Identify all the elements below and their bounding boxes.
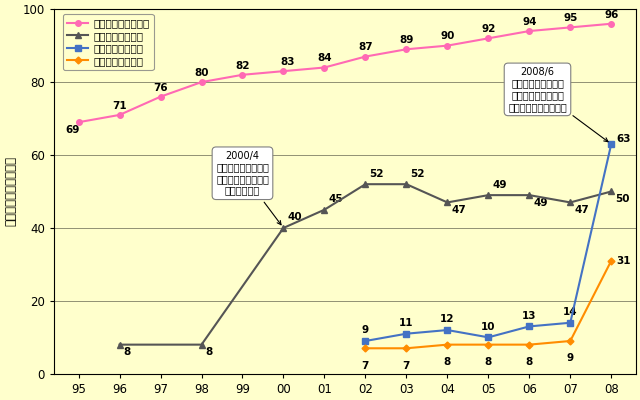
Text: 11: 11 bbox=[399, 318, 413, 328]
Text: 12: 12 bbox=[440, 314, 454, 324]
Text: 94: 94 bbox=[522, 17, 536, 27]
Text: 83: 83 bbox=[280, 57, 295, 67]
Text: 47: 47 bbox=[451, 205, 467, 215]
Text: 9: 9 bbox=[362, 326, 369, 336]
Text: 76: 76 bbox=[153, 82, 168, 92]
Text: 8: 8 bbox=[124, 347, 131, 357]
Text: 45: 45 bbox=[328, 194, 343, 204]
Text: 95: 95 bbox=[563, 13, 577, 23]
Y-axis label: 着用率・使用率（％）: 着用率・使用率（％） bbox=[4, 156, 17, 226]
Text: 10: 10 bbox=[481, 322, 495, 332]
Text: 8: 8 bbox=[525, 357, 533, 367]
Legend: 運転席（一般道路）, チャイルドシート, 後席（高速道路）, 後席（一般道路）: 運転席（一般道路）, チャイルドシート, 後席（高速道路）, 後席（一般道路） bbox=[63, 14, 154, 70]
Text: 63: 63 bbox=[617, 134, 631, 144]
Text: 71: 71 bbox=[112, 101, 127, 111]
Text: 31: 31 bbox=[617, 256, 631, 266]
Text: 80: 80 bbox=[195, 68, 209, 78]
Text: 7: 7 bbox=[362, 361, 369, 371]
Text: 69: 69 bbox=[66, 125, 80, 135]
Text: 50: 50 bbox=[616, 194, 630, 204]
Text: 40: 40 bbox=[287, 212, 302, 222]
Text: 8: 8 bbox=[484, 357, 492, 367]
Text: 2000/4
チャイルドシート使
用義務化（違反行為
に点数付加）: 2000/4 チャイルドシート使 用義務化（違反行為 に点数付加） bbox=[216, 151, 281, 225]
Text: 82: 82 bbox=[236, 61, 250, 71]
Text: 89: 89 bbox=[399, 35, 413, 45]
Text: 7: 7 bbox=[403, 361, 410, 371]
Text: 9: 9 bbox=[566, 354, 574, 364]
Text: 52: 52 bbox=[410, 169, 425, 179]
Text: 2008/6
後席ベルト使用義務
化（違反行為に点数
付加、高速道路のみ）: 2008/6 後席ベルト使用義務 化（違反行為に点数 付加、高速道路のみ） bbox=[508, 67, 608, 142]
Text: 8: 8 bbox=[444, 357, 451, 367]
Text: 96: 96 bbox=[604, 10, 618, 20]
Text: 14: 14 bbox=[563, 307, 577, 317]
Text: 8: 8 bbox=[205, 347, 213, 357]
Text: 13: 13 bbox=[522, 311, 536, 321]
Text: 52: 52 bbox=[369, 169, 384, 179]
Text: 47: 47 bbox=[575, 205, 589, 215]
Text: 84: 84 bbox=[317, 53, 332, 63]
Text: 92: 92 bbox=[481, 24, 495, 34]
Text: 87: 87 bbox=[358, 42, 372, 52]
Text: 90: 90 bbox=[440, 32, 454, 42]
Text: 49: 49 bbox=[493, 180, 507, 190]
Text: 49: 49 bbox=[534, 198, 548, 208]
